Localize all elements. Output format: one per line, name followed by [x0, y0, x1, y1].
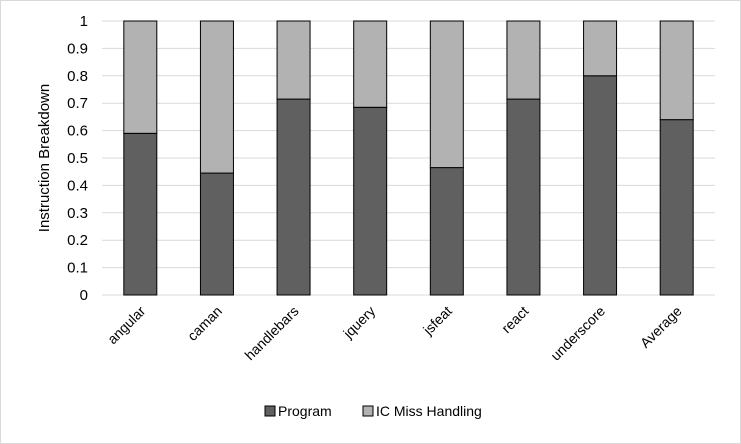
y-tick-label: 0.7	[67, 95, 88, 112]
y-tick-label: 0.2	[67, 232, 88, 249]
x-axis-categories: angular caman handlebars jquery jsfeat react u…	[104, 303, 685, 364]
y-tick-label: 0.3	[67, 205, 88, 222]
x-category-label: jquery	[339, 303, 378, 342]
bar-program	[659, 119, 694, 296]
bars	[123, 20, 694, 296]
bar-program	[506, 98, 541, 296]
x-category-label: react	[498, 303, 531, 336]
bar-program	[353, 106, 388, 296]
x-category-label: caman	[184, 303, 225, 344]
legend-swatch-program	[264, 405, 276, 417]
x-category-label: handlebars	[241, 303, 301, 363]
x-category-label: angular	[104, 303, 149, 348]
legend: Program IC Miss Handling	[264, 403, 482, 419]
bar-ic-miss-handling	[276, 20, 311, 100]
bar-ic-miss-handling	[199, 20, 234, 174]
y-tick-label: 0.9	[67, 40, 88, 57]
y-axis-label: Instruction Breakdown	[36, 84, 53, 232]
legend-label-ic-miss-handling: IC Miss Handling	[376, 403, 482, 419]
bar-program	[583, 75, 618, 296]
bar-ic-miss-handling	[659, 20, 694, 121]
x-category-label: Average	[637, 303, 685, 351]
bar-ic-miss-handling	[353, 20, 388, 108]
bar-program	[199, 172, 234, 296]
y-tick-label: 0.1	[67, 260, 88, 277]
y-tick-label: 0	[80, 287, 88, 304]
y-axis-ticks: 0 0.1 0.2 0.3 0.4 0.5 0.6 0.7 0.8 0.9 1	[67, 13, 88, 304]
bar-program	[429, 167, 464, 296]
legend-swatch-ic-miss-handling	[362, 405, 374, 417]
bar-ic-miss-handling	[583, 20, 618, 77]
grid-lines	[102, 20, 715, 296]
x-category-label: underscore	[547, 303, 608, 364]
bar-ic-miss-handling	[506, 20, 541, 100]
y-tick-label: 1	[80, 13, 88, 30]
bar-ic-miss-handling	[123, 20, 158, 134]
legend-label-program: Program	[278, 403, 332, 419]
y-tick-label: 0.4	[67, 177, 88, 194]
bar-program	[123, 132, 158, 296]
y-tick-label: 0.8	[67, 68, 88, 85]
y-tick-label: 0.5	[67, 150, 88, 167]
bar-ic-miss-handling	[429, 20, 464, 169]
x-category-label: jsfeat	[419, 303, 455, 339]
y-tick-label: 0.6	[67, 123, 88, 140]
bar-program	[276, 98, 311, 296]
